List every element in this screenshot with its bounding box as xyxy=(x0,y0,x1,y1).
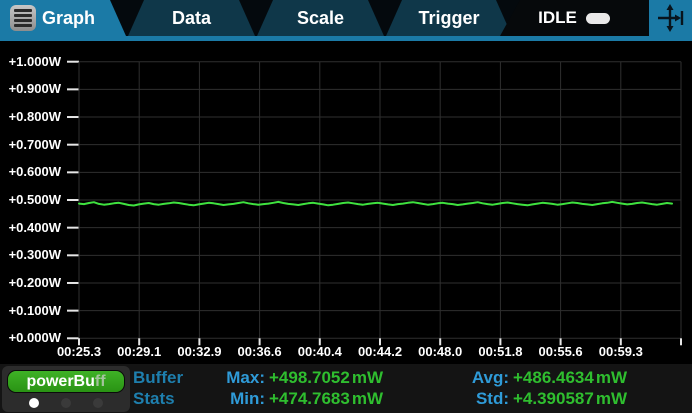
stat-max-label: Max: xyxy=(226,368,265,387)
x-tick-label: 00:40.4 xyxy=(297,344,342,359)
tab-bar: Graph Data Scale Trigger IDLE xyxy=(0,0,692,41)
trigger-mode-icon xyxy=(585,12,610,24)
tab-trigger-label: Trigger xyxy=(418,7,480,28)
buffer-select-button[interactable]: powerBu ff xyxy=(7,370,125,393)
tab-graph-label: Graph xyxy=(42,7,96,28)
page-dot-3[interactable] xyxy=(93,398,103,408)
stat-std-label: Std: xyxy=(475,389,509,408)
tab-data-label: Data xyxy=(171,7,211,28)
y-tick-label: +0.900W xyxy=(8,81,61,97)
page-dot-2[interactable] xyxy=(61,398,71,408)
stat-max-value: +498.7052 mW xyxy=(269,368,384,387)
stats-row-2: Stats Min: +474.7683 mW Std: +4.390587 mW xyxy=(133,389,665,409)
y-tick-label: +1.000W xyxy=(8,53,61,69)
y-tick-label: +0.000W xyxy=(8,330,61,346)
y-tick-label: +0.200W xyxy=(8,274,61,290)
hamburger-menu-icon[interactable] xyxy=(10,5,36,31)
buffer-panel: powerBu ff xyxy=(2,366,130,412)
stat-avg-label: Avg: xyxy=(471,368,509,387)
stats-title-line1: Buffer xyxy=(133,368,184,387)
y-tick-label: +0.800W xyxy=(8,109,61,125)
y-tick-label: +0.500W xyxy=(8,192,61,207)
graph-canvas[interactable] xyxy=(0,41,692,364)
buffer-name: powerBu xyxy=(26,372,95,390)
x-tick-label: 00:48.0 xyxy=(418,344,463,359)
y-tick-label: +0.600W xyxy=(8,164,61,180)
bottom-bar: powerBu ff Buffer Max: +498.7052 mW Avg: +… xyxy=(0,364,692,413)
active-tab-underline xyxy=(0,36,692,41)
x-tick-label: 00:32.9 xyxy=(177,344,222,359)
y-tick-label: +0.100W xyxy=(8,302,61,318)
stat-avg-value: +486.4634 mW xyxy=(513,368,628,387)
tab-data[interactable]: Data xyxy=(128,0,255,36)
page-dot-1[interactable] xyxy=(29,398,39,408)
graph-pan-scale-button[interactable] xyxy=(649,0,692,36)
stat-min-value: +474.7683 mW xyxy=(269,389,384,408)
pan-crosshair-icon xyxy=(657,4,683,32)
tab-graph[interactable]: Graph xyxy=(0,0,126,36)
tab-trigger[interactable]: Trigger xyxy=(386,0,512,36)
x-tick-label: 00:29.1 xyxy=(117,344,162,359)
tab-scale[interactable]: Scale xyxy=(257,0,384,36)
x-tick-label: 00:44.2 xyxy=(357,344,403,359)
stats-title-line2: Stats xyxy=(133,389,175,408)
y-tick-label: +0.400W xyxy=(8,219,61,235)
x-tick-label: 00:59.3 xyxy=(598,344,643,359)
x-tick-label: 00:36.6 xyxy=(237,344,282,359)
power-trace xyxy=(78,200,673,207)
x-axis-labels: 00:25.3 00:29.1 00:32.9 00:36.6 00:40.4 00:44… xyxy=(0,41,692,364)
status-label: IDLE xyxy=(538,8,577,27)
tab-scale-label: Scale xyxy=(296,7,345,28)
buffer-name-truncated: ff xyxy=(94,372,106,390)
x-tick-label: 00:25.3 xyxy=(56,344,102,359)
page-dots xyxy=(2,398,130,408)
y-axis-labels: +1.000W +0.900W +0.800W +0.700W +0.600W +0.50… xyxy=(0,41,63,364)
status-indicator: IDLE xyxy=(500,0,648,36)
x-tick-label: 00:51.8 xyxy=(478,344,523,359)
stat-std-value: +4.390587 mW xyxy=(513,389,628,408)
stats-row-1: Buffer Max: +498.7052 mW Avg: +486.4634 mW xyxy=(133,368,665,388)
x-tick-label: 00:55.6 xyxy=(538,344,583,359)
graph-panel: +1.000W +0.900W +0.800W +0.700W +0.600W +0.50… xyxy=(0,41,692,364)
y-tick-label: +0.700W xyxy=(8,136,61,152)
y-tick-label: +0.300W xyxy=(8,247,61,263)
stat-min-label: Min: xyxy=(230,389,265,408)
